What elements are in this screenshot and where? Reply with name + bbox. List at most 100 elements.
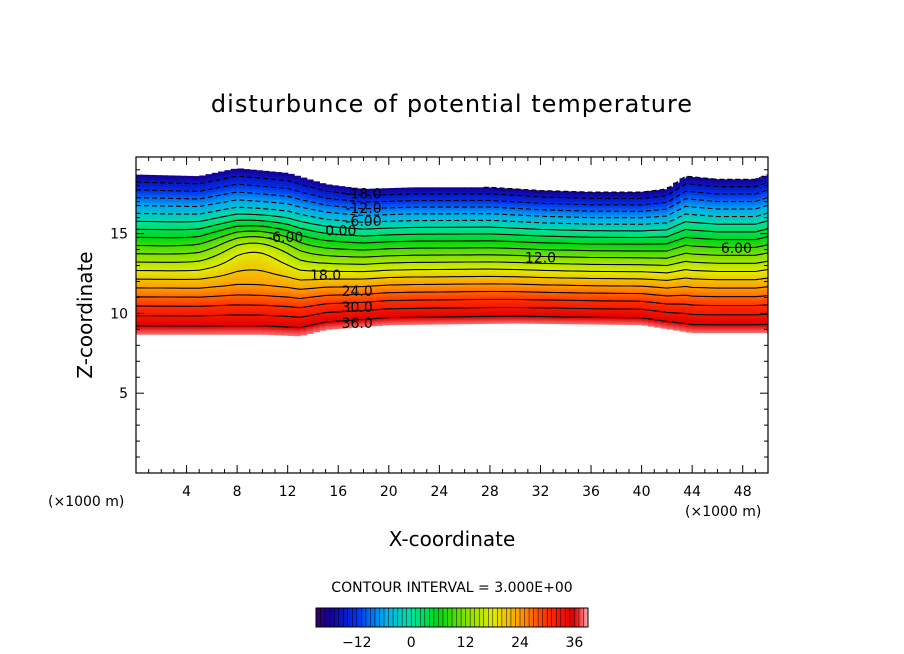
field-cell: [243, 181, 251, 183]
field-cell: [199, 285, 207, 288]
field-cell: [230, 259, 238, 261]
field-cell: [173, 177, 181, 180]
field-cell: [218, 209, 226, 211]
field-cell: [192, 224, 200, 226]
field-cell: [243, 298, 251, 300]
field-cell: [192, 300, 200, 302]
field-cell: [249, 231, 257, 234]
field-cell: [142, 253, 150, 256]
field-cell: [186, 314, 194, 316]
field-cell: [173, 285, 181, 288]
field-cell: [192, 268, 200, 270]
field-cell: [224, 269, 232, 271]
field-cell: [243, 195, 251, 197]
field-cell: [237, 235, 245, 237]
field-cell: [148, 313, 156, 315]
field-cell: [192, 327, 200, 329]
field-cell: [192, 225, 200, 227]
field-cell: [218, 242, 226, 244]
field-cell: [142, 288, 150, 290]
field-cell: [142, 312, 150, 314]
field-cell: [173, 273, 181, 275]
field-cell: [180, 239, 188, 242]
field-cell: [199, 333, 207, 335]
field-cell: [224, 199, 232, 202]
field-cell: [167, 264, 175, 267]
field-cell: [148, 176, 156, 178]
field-cell: [136, 307, 143, 309]
field-cell: [211, 290, 219, 292]
field-cell: [224, 308, 232, 310]
field-cell: [192, 217, 200, 220]
field-cell: [161, 320, 169, 322]
field-cell: [218, 173, 226, 176]
field-cell: [161, 276, 169, 278]
field-cell: [199, 192, 207, 194]
field-cell: [243, 201, 251, 203]
field-cell: [148, 294, 156, 296]
field-cell: [154, 196, 162, 198]
field-cell: [211, 215, 219, 217]
field-cell: [199, 187, 207, 190]
field-cell: [205, 324, 213, 327]
field-cell: [256, 331, 263, 334]
field-cell: [154, 259, 162, 262]
field-cell: [154, 266, 162, 269]
field-cell: [211, 186, 219, 188]
field-cell: [154, 291, 162, 293]
field-cell: [180, 231, 188, 234]
field-cell: [199, 253, 207, 255]
field-cell: [192, 279, 200, 281]
field-cell: [154, 191, 162, 194]
field-cell: [148, 302, 156, 304]
field-cell: [142, 259, 150, 261]
field-cell: [180, 279, 188, 281]
field-cell: [186, 221, 194, 224]
field-cell: [205, 318, 213, 321]
field-cell: [154, 183, 162, 185]
field-cell: [161, 303, 169, 306]
field-cell: [243, 176, 251, 178]
field-cell: [167, 313, 175, 315]
field-cell: [199, 321, 207, 323]
field-cell: [180, 211, 188, 213]
field-cell: [211, 271, 219, 274]
field-cell: [186, 247, 194, 250]
field-cell: [154, 298, 162, 301]
field-cell: [237, 315, 245, 317]
field-cell: [167, 218, 175, 220]
field-cell: [205, 254, 213, 257]
field-cell: [243, 266, 251, 268]
field-cell: [186, 191, 194, 193]
field-cell: [161, 230, 169, 233]
field-cell: [211, 266, 219, 269]
field-cell: [161, 303, 169, 305]
field-cell: [249, 330, 257, 332]
field-cell: [180, 282, 188, 284]
field-cell: [136, 330, 143, 332]
field-cell: [224, 171, 232, 174]
field-cell: [154, 176, 162, 178]
field-cell: [237, 192, 245, 194]
field-cell: [173, 283, 181, 286]
field-cell: [218, 262, 226, 264]
field-cell: [136, 322, 143, 324]
field-cell: [167, 233, 175, 236]
field-cell: [243, 208, 251, 210]
field-cell: [186, 206, 194, 209]
field-cell: [243, 194, 251, 196]
field-cell: [256, 322, 263, 324]
field-cell: [142, 250, 150, 252]
field-cell: [192, 218, 200, 220]
field-cell: [211, 213, 219, 216]
field-cell: [249, 322, 257, 325]
field-cell: [230, 243, 238, 245]
field-cell: [211, 185, 219, 187]
field-cell: [205, 323, 213, 326]
field-cell: [224, 317, 232, 320]
field-cell: [186, 258, 194, 260]
field-cell: [154, 188, 162, 191]
field-cell: [230, 309, 238, 311]
field-cell: [167, 241, 175, 244]
field-cell: [237, 249, 245, 252]
